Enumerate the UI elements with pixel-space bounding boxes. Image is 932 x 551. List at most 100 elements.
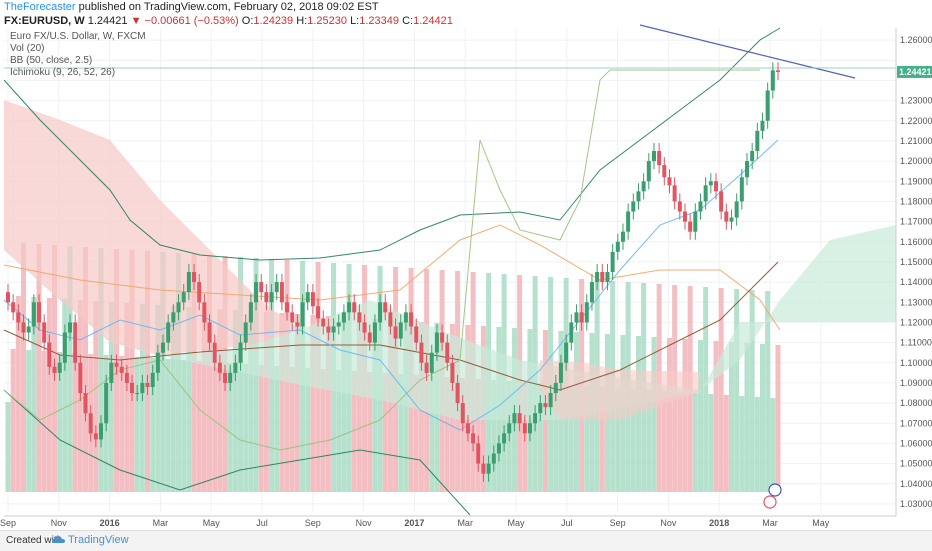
candle-body — [274, 282, 279, 293]
volume-bar — [651, 337, 657, 492]
candle-body — [223, 372, 228, 383]
volume-bar — [212, 362, 218, 492]
candle-body — [26, 326, 31, 333]
candle-body — [155, 352, 160, 373]
candle-body — [605, 272, 610, 283]
volume-bar — [630, 389, 636, 492]
volume-bar — [413, 375, 419, 492]
candle-body — [496, 443, 501, 454]
candle-body — [481, 463, 486, 474]
candle-body — [336, 322, 341, 327]
candle-body — [93, 433, 98, 440]
candle-body — [341, 312, 346, 323]
candle-body — [290, 312, 295, 323]
candle-body — [362, 322, 367, 333]
candle-body — [372, 322, 377, 343]
candle-body — [114, 362, 119, 367]
candle-body — [651, 151, 656, 162]
candle-body — [212, 342, 217, 363]
time-tick-label: Sep — [610, 518, 626, 528]
cloud-bull-area — [4, 225, 896, 420]
candle-body — [776, 70, 780, 72]
candle-body — [672, 185, 677, 202]
indicator-bb[interactable]: BB (50, close, 2.5) — [10, 55, 93, 66]
candle-body — [140, 382, 145, 394]
volume-bar — [57, 352, 63, 492]
price-chart[interactable]: 1.26000 1.23000 1.22000 1.21000 1.20000 1.190… — [0, 0, 932, 530]
indicator-title[interactable]: Euro FX/U.S. Dollar, W, FXCM — [10, 31, 146, 42]
indicator-lines — [3, 24, 896, 516]
candle-body — [78, 362, 83, 394]
candle-body — [434, 332, 439, 353]
candle-body — [233, 362, 238, 373]
candle-body — [383, 302, 388, 313]
volume-bar — [677, 392, 683, 492]
candle-body — [667, 177, 672, 186]
candle-body — [130, 382, 135, 394]
candle-body — [620, 231, 625, 242]
time-axis: Sep Nov 2016 Mar May Jul Sep Nov 2017 Mar May Jul Se… — [0, 515, 896, 528]
candle-body — [600, 272, 605, 283]
candle-body — [378, 302, 383, 323]
volume-bar — [31, 297, 37, 492]
volume-bar — [46, 298, 52, 492]
price-tick-label: 1.06000 — [900, 438, 932, 448]
candle-body — [11, 302, 16, 313]
price-tick-label: 1.10000 — [900, 358, 932, 368]
indicator-ichimoku[interactable]: Ichimoku (9, 26, 52, 26) — [10, 67, 116, 78]
candle-body — [755, 130, 760, 152]
candle-body — [47, 342, 52, 367]
time-tick-label: Mar — [762, 518, 778, 528]
volume-bar — [734, 289, 740, 492]
volume-bar — [124, 303, 130, 492]
candle-body — [455, 382, 460, 404]
candle-body — [310, 292, 315, 307]
candle-body — [186, 272, 191, 293]
author-name[interactable]: TheForecaster — [4, 1, 76, 13]
candle-body — [698, 201, 703, 212]
candle-body — [744, 161, 749, 178]
volume-bar — [403, 321, 409, 492]
price-axis: 1.26000 1.23000 1.22000 1.21000 1.20000 1.190… — [895, 0, 932, 530]
candle-body — [367, 332, 372, 343]
candle-body — [460, 403, 465, 424]
volume-bar — [227, 363, 233, 492]
price-tick-label: 1.20000 — [900, 156, 932, 166]
volume-bar — [196, 361, 202, 492]
candle-body — [269, 292, 274, 303]
volume-bar — [723, 395, 729, 492]
candle-body — [264, 292, 269, 303]
volume-bar — [41, 351, 47, 492]
tradingview-brand[interactable]: TradingView — [68, 534, 129, 546]
price-tick-label: 1.05000 — [900, 459, 932, 469]
event-marker-icon — [768, 483, 782, 497]
low-label: L: — [350, 15, 360, 27]
volume-bar — [382, 373, 388, 492]
volume-bar — [661, 391, 667, 492]
candle-body — [579, 312, 584, 323]
candle-body — [181, 292, 186, 303]
candle-body — [393, 326, 398, 339]
candle-body — [124, 372, 129, 383]
price-tick-label: 1.03000 — [900, 499, 932, 509]
price-tick-label: 1.21000 — [900, 136, 932, 146]
candle-body — [548, 393, 553, 408]
candle-body — [527, 423, 532, 434]
volume-bar — [356, 318, 362, 492]
event-marker-icon — [763, 495, 777, 509]
volume-bar — [232, 310, 238, 492]
volume-bar — [145, 251, 151, 492]
time-tick-label: Mar — [457, 518, 473, 528]
indicator-volume[interactable]: Vol (20) — [10, 43, 45, 54]
candle-body — [207, 322, 212, 343]
candle-body — [522, 423, 527, 434]
candle-body — [512, 413, 517, 424]
candle-body — [476, 443, 481, 464]
low-value: 1.23349 — [359, 15, 400, 27]
candle-body — [719, 191, 724, 212]
volume-bar — [279, 313, 285, 492]
candle-body — [238, 342, 243, 363]
candle-body — [228, 372, 233, 383]
volume-bar — [744, 343, 750, 492]
time-tick-label: Nov — [356, 518, 373, 528]
